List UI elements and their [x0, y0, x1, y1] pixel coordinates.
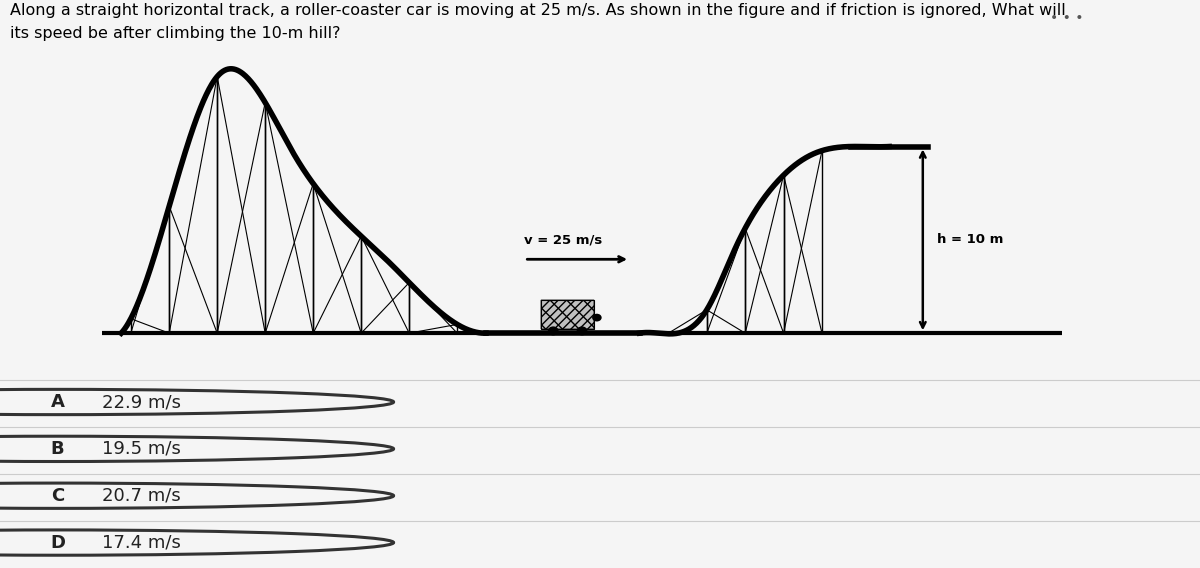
Text: A: A	[50, 393, 65, 411]
Circle shape	[548, 327, 558, 335]
Bar	[541, 300, 594, 329]
Bar	[541, 300, 594, 329]
Text: 19.5 m/s: 19.5 m/s	[102, 440, 181, 458]
Text: Along a straight horizontal track, a roller-coaster car is moving at 25 m/s. As : Along a straight horizontal track, a rol…	[10, 3, 1066, 18]
Text: C: C	[50, 487, 65, 505]
Text: D: D	[50, 533, 65, 552]
Circle shape	[577, 327, 587, 335]
Text: v = 25 m/s: v = 25 m/s	[524, 234, 602, 247]
Circle shape	[592, 314, 601, 321]
Text: B: B	[50, 440, 65, 458]
Text: 17.4 m/s: 17.4 m/s	[102, 533, 181, 552]
Text: • • •: • • •	[1050, 11, 1084, 26]
Text: h = 10 m: h = 10 m	[937, 233, 1003, 247]
Bar	[541, 300, 594, 329]
Text: its speed be after climbing the 10-m hill?: its speed be after climbing the 10-m hil…	[10, 26, 340, 40]
Text: 22.9 m/s: 22.9 m/s	[102, 393, 181, 411]
Text: 20.7 m/s: 20.7 m/s	[102, 487, 181, 505]
